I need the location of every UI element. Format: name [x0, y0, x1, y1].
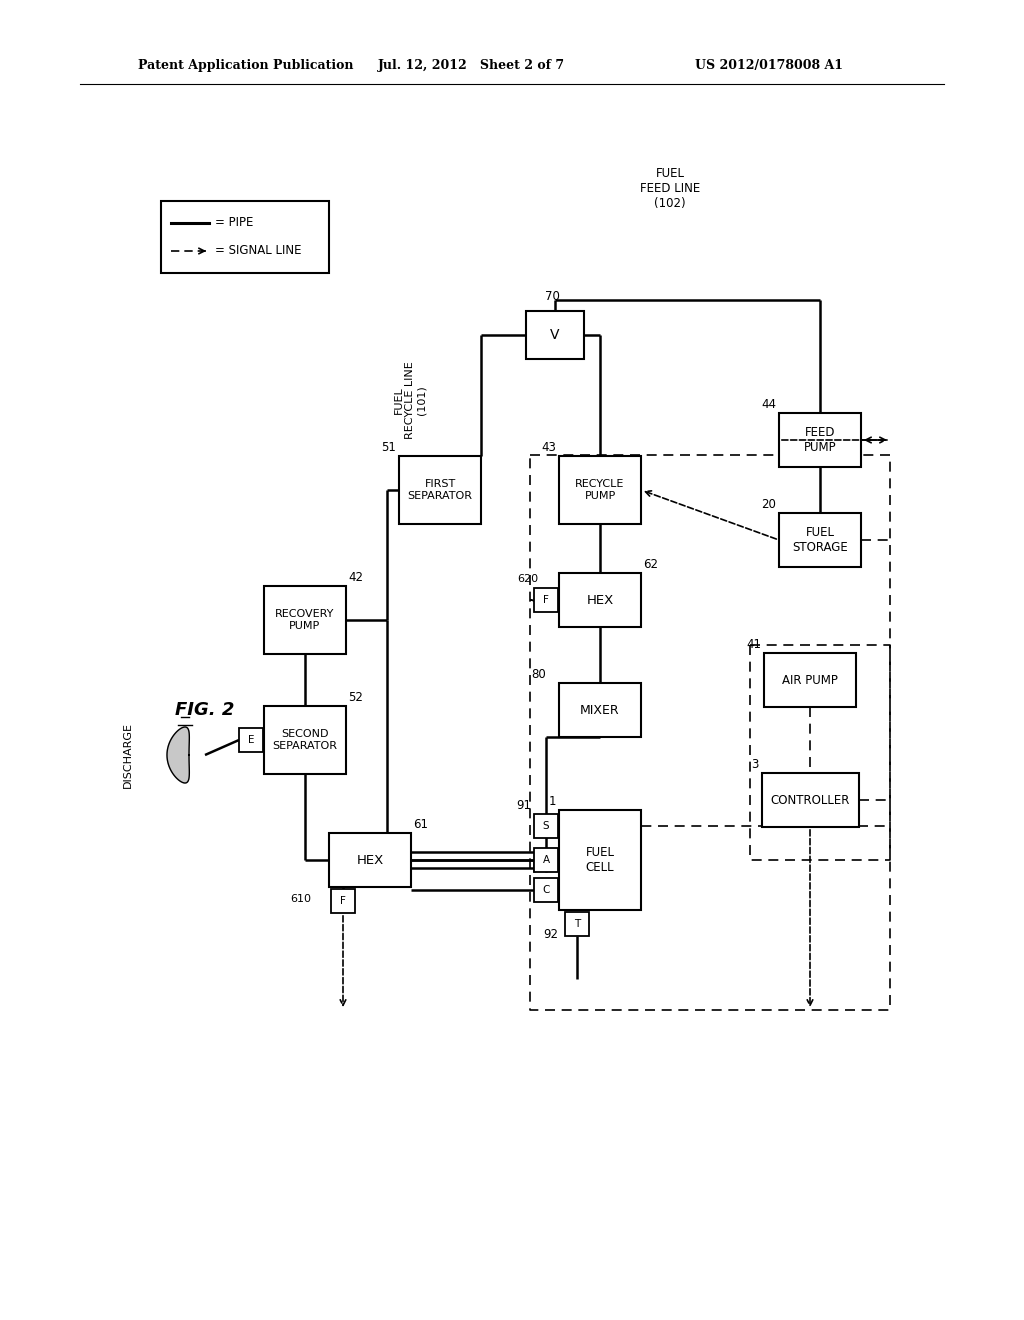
- Text: RECOVERY
PUMP: RECOVERY PUMP: [275, 610, 335, 631]
- Text: FIG. 2: FIG. 2: [175, 701, 234, 719]
- Text: F: F: [543, 595, 549, 605]
- Text: 91: 91: [516, 799, 531, 812]
- Text: F: F: [340, 896, 346, 906]
- Text: 610: 610: [290, 894, 311, 904]
- Text: Jul. 12, 2012   Sheet 2 of 7: Jul. 12, 2012 Sheet 2 of 7: [378, 58, 565, 71]
- Text: RECYCLE
PUMP: RECYCLE PUMP: [575, 479, 625, 500]
- Text: 61: 61: [413, 818, 428, 832]
- FancyBboxPatch shape: [779, 513, 861, 568]
- FancyBboxPatch shape: [762, 774, 858, 828]
- Text: FUEL
CELL: FUEL CELL: [586, 846, 614, 874]
- Text: 43: 43: [541, 441, 556, 454]
- FancyBboxPatch shape: [329, 833, 411, 887]
- Text: 3: 3: [752, 758, 759, 771]
- Text: 52: 52: [348, 690, 362, 704]
- FancyBboxPatch shape: [764, 653, 856, 708]
- Text: FUEL
STORAGE: FUEL STORAGE: [793, 525, 848, 554]
- Text: E: E: [248, 735, 254, 744]
- FancyBboxPatch shape: [559, 455, 641, 524]
- Text: DISCHARGE: DISCHARGE: [123, 722, 133, 788]
- Text: US 2012/0178008 A1: US 2012/0178008 A1: [695, 58, 843, 71]
- FancyBboxPatch shape: [779, 413, 861, 467]
- FancyBboxPatch shape: [534, 847, 558, 873]
- Text: 51: 51: [381, 441, 396, 454]
- Text: C: C: [543, 884, 550, 895]
- Text: Patent Application Publication: Patent Application Publication: [138, 58, 353, 71]
- Text: V: V: [550, 327, 560, 342]
- FancyBboxPatch shape: [264, 586, 346, 653]
- Text: S: S: [543, 821, 549, 832]
- Text: 44: 44: [761, 399, 776, 411]
- Text: A: A: [543, 855, 550, 865]
- FancyBboxPatch shape: [264, 706, 346, 774]
- FancyBboxPatch shape: [559, 810, 641, 909]
- Text: CONTROLLER: CONTROLLER: [770, 793, 850, 807]
- Text: 41: 41: [746, 638, 761, 651]
- Text: = SIGNAL LINE: = SIGNAL LINE: [215, 244, 301, 257]
- Text: 620: 620: [517, 574, 538, 583]
- Text: HEX: HEX: [356, 854, 384, 866]
- Text: FIRST
SEPARATOR: FIRST SEPARATOR: [408, 479, 472, 500]
- FancyBboxPatch shape: [534, 587, 558, 612]
- Text: FEED
PUMP: FEED PUMP: [804, 426, 837, 454]
- FancyBboxPatch shape: [534, 878, 558, 902]
- Text: MIXER: MIXER: [581, 704, 620, 717]
- Text: 20: 20: [761, 498, 776, 511]
- FancyBboxPatch shape: [559, 682, 641, 737]
- FancyBboxPatch shape: [526, 312, 584, 359]
- Text: 62: 62: [643, 558, 658, 572]
- FancyBboxPatch shape: [239, 729, 263, 752]
- Text: HEX: HEX: [587, 594, 613, 606]
- Text: FUEL
RECYCLE LINE
(101): FUEL RECYCLE LINE (101): [393, 362, 427, 438]
- Text: = PIPE: = PIPE: [215, 216, 253, 230]
- Text: FUEL
FEED LINE
(102): FUEL FEED LINE (102): [640, 168, 700, 210]
- Text: SECOND
SEPARATOR: SECOND SEPARATOR: [272, 729, 338, 751]
- FancyBboxPatch shape: [399, 455, 481, 524]
- Text: 42: 42: [348, 572, 362, 583]
- FancyBboxPatch shape: [161, 201, 329, 273]
- FancyBboxPatch shape: [559, 573, 641, 627]
- FancyBboxPatch shape: [331, 888, 355, 913]
- Text: 1: 1: [549, 795, 556, 808]
- FancyBboxPatch shape: [534, 814, 558, 838]
- FancyBboxPatch shape: [565, 912, 589, 936]
- Text: AIR PUMP: AIR PUMP: [782, 673, 838, 686]
- Text: T: T: [573, 919, 581, 929]
- Text: 70: 70: [545, 290, 560, 304]
- Text: 80: 80: [531, 668, 546, 681]
- Polygon shape: [167, 727, 189, 783]
- Text: 92: 92: [543, 928, 558, 941]
